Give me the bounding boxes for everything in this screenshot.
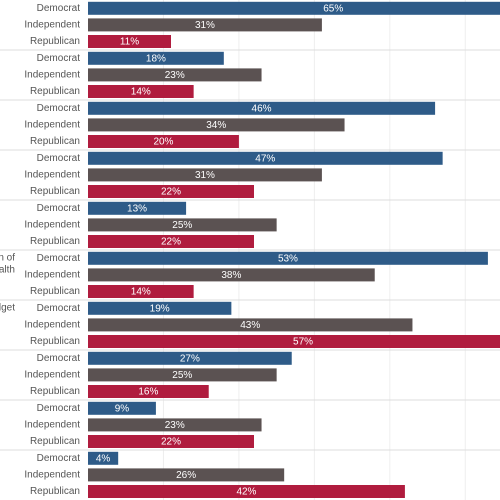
row-label: Independent — [24, 270, 80, 281]
value-label: 22% — [161, 437, 181, 448]
value-label: 23% — [165, 70, 185, 81]
bar — [88, 151, 443, 165]
bar — [88, 51, 224, 65]
value-label: 14% — [131, 87, 151, 98]
bar — [88, 68, 262, 82]
bar — [88, 318, 413, 332]
bar — [88, 485, 405, 498]
value-label: 16% — [138, 387, 158, 398]
value-label: 13% — [127, 203, 147, 214]
value-label: 65% — [323, 3, 343, 14]
value-label: 27% — [180, 353, 200, 364]
row-label: Republican — [30, 236, 80, 247]
row-label: Democrat — [37, 403, 81, 414]
row-label: Independent — [24, 370, 80, 381]
value-label: 22% — [161, 187, 181, 198]
bar — [88, 468, 285, 482]
bar — [88, 18, 322, 32]
row-label: Republican — [30, 386, 80, 397]
row-label: Republican — [30, 86, 80, 97]
row-label: Republican — [30, 336, 80, 347]
value-label: 25% — [172, 220, 192, 231]
row-label: Republican — [30, 486, 80, 497]
value-label: 42% — [236, 487, 256, 498]
bar — [88, 185, 254, 198]
value-label: 26% — [176, 470, 196, 481]
row-label: Republican — [30, 436, 80, 447]
bar — [88, 301, 232, 315]
value-label: 38% — [221, 270, 241, 281]
row-label: Democrat — [37, 453, 81, 464]
value-label: 31% — [195, 20, 215, 31]
row-label: Democrat — [37, 53, 81, 64]
bar — [88, 251, 488, 265]
value-label: 23% — [165, 420, 185, 431]
value-label: 47% — [255, 153, 275, 164]
bar — [88, 118, 345, 132]
bar — [88, 1, 500, 15]
bar — [88, 368, 277, 382]
bar — [88, 335, 500, 348]
value-label: 14% — [131, 287, 151, 298]
value-label: 31% — [195, 170, 215, 181]
bar — [88, 418, 262, 432]
row-label: Independent — [24, 70, 80, 81]
row-label: Democrat — [37, 303, 81, 314]
bar — [88, 268, 375, 282]
bar — [88, 235, 254, 248]
value-label: 22% — [161, 237, 181, 248]
value-label: 34% — [206, 120, 226, 131]
bar — [88, 401, 156, 415]
row-label: Democrat — [37, 253, 81, 264]
row-label: Independent — [24, 320, 80, 331]
group-label: alth — [0, 265, 15, 276]
row-label: Independent — [24, 20, 80, 31]
bar — [88, 451, 119, 465]
row-label: Republican — [30, 286, 80, 297]
bar — [88, 201, 187, 215]
row-label: Republican — [30, 36, 80, 47]
value-label: 25% — [172, 370, 192, 381]
value-label: 18% — [146, 53, 166, 64]
value-label: 53% — [278, 253, 298, 264]
bar — [88, 351, 292, 365]
group-label: n of — [0, 253, 15, 264]
bar — [88, 435, 254, 448]
row-label: Democrat — [37, 103, 81, 114]
value-label: 11% — [120, 37, 139, 48]
bar — [88, 285, 194, 298]
row-label: Democrat — [37, 203, 81, 214]
bar — [88, 218, 277, 232]
bar — [88, 385, 209, 398]
row-label: Democrat — [37, 353, 81, 364]
bar — [88, 85, 194, 98]
bar — [88, 168, 322, 182]
value-label: 20% — [153, 137, 173, 148]
row-label: Democrat — [37, 153, 81, 164]
value-label: 46% — [252, 103, 272, 114]
value-label: 57% — [293, 337, 313, 348]
bar — [88, 35, 171, 48]
value-label: 4% — [96, 453, 111, 464]
row-label: Independent — [24, 170, 80, 181]
bar — [88, 101, 436, 115]
row-label: Independent — [24, 120, 80, 131]
row-label: Republican — [30, 186, 80, 197]
row-label: Republican — [30, 136, 80, 147]
row-label: Democrat — [37, 3, 81, 14]
row-label: Independent — [24, 220, 80, 231]
row-label: Independent — [24, 470, 80, 481]
value-label: 43% — [240, 320, 260, 331]
row-label: Independent — [24, 420, 80, 431]
value-label: 9% — [115, 403, 130, 414]
group-label: dget — [0, 303, 15, 314]
value-label: 19% — [150, 303, 170, 314]
bar — [88, 135, 239, 148]
